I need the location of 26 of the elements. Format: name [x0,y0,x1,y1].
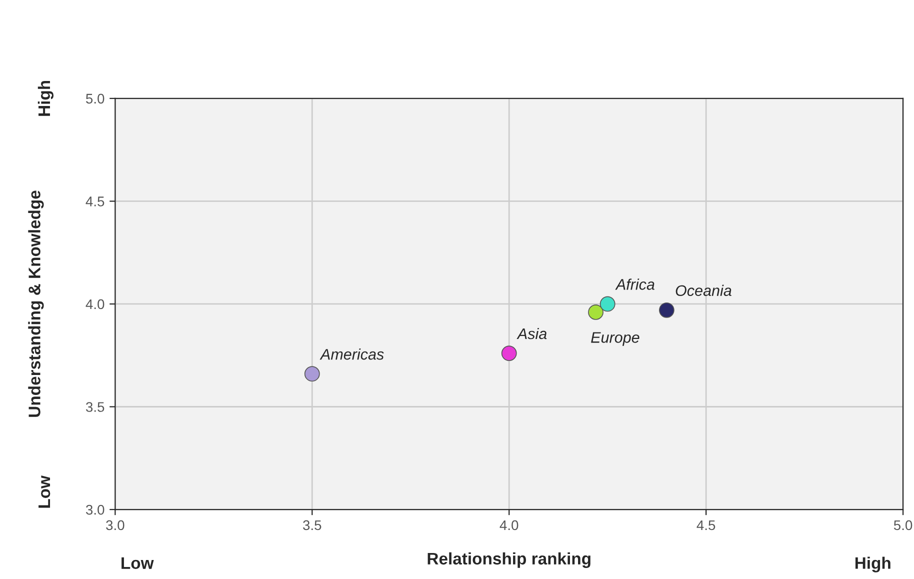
text: High [38,80,54,116]
y-axis-title: Understanding & Knowledge [28,190,44,417]
x-tick-label: 3.0 [106,520,124,530]
x-tick-label: 4.5 [696,520,716,530]
series-label: Africa [615,278,654,290]
series-label: Asia [516,328,547,340]
series-label: Americas [320,348,384,360]
y-tick-label: 5.0 [86,94,104,104]
point [501,346,517,362]
point [304,366,320,382]
x-tick-label: 3.5 [303,520,322,530]
y-tick-label: 4.5 [86,196,104,206]
point [600,296,616,312]
x-tick-label: 5.0 [894,520,912,530]
series-label: Europe [591,332,640,346]
x-tick-label: 4.0 [500,520,518,530]
text: Low [122,557,154,569]
y-tick-label: 4.0 [86,299,104,310]
point [588,304,604,320]
point [658,302,674,318]
text: High [855,556,890,572]
series-label: Oceania [676,284,732,296]
text: Low [38,475,50,508]
y-tick-label: 3.5 [86,402,104,412]
y-tick-label: 3.0 [86,504,104,515]
x-axis-title: Relationship ranking [428,552,590,568]
